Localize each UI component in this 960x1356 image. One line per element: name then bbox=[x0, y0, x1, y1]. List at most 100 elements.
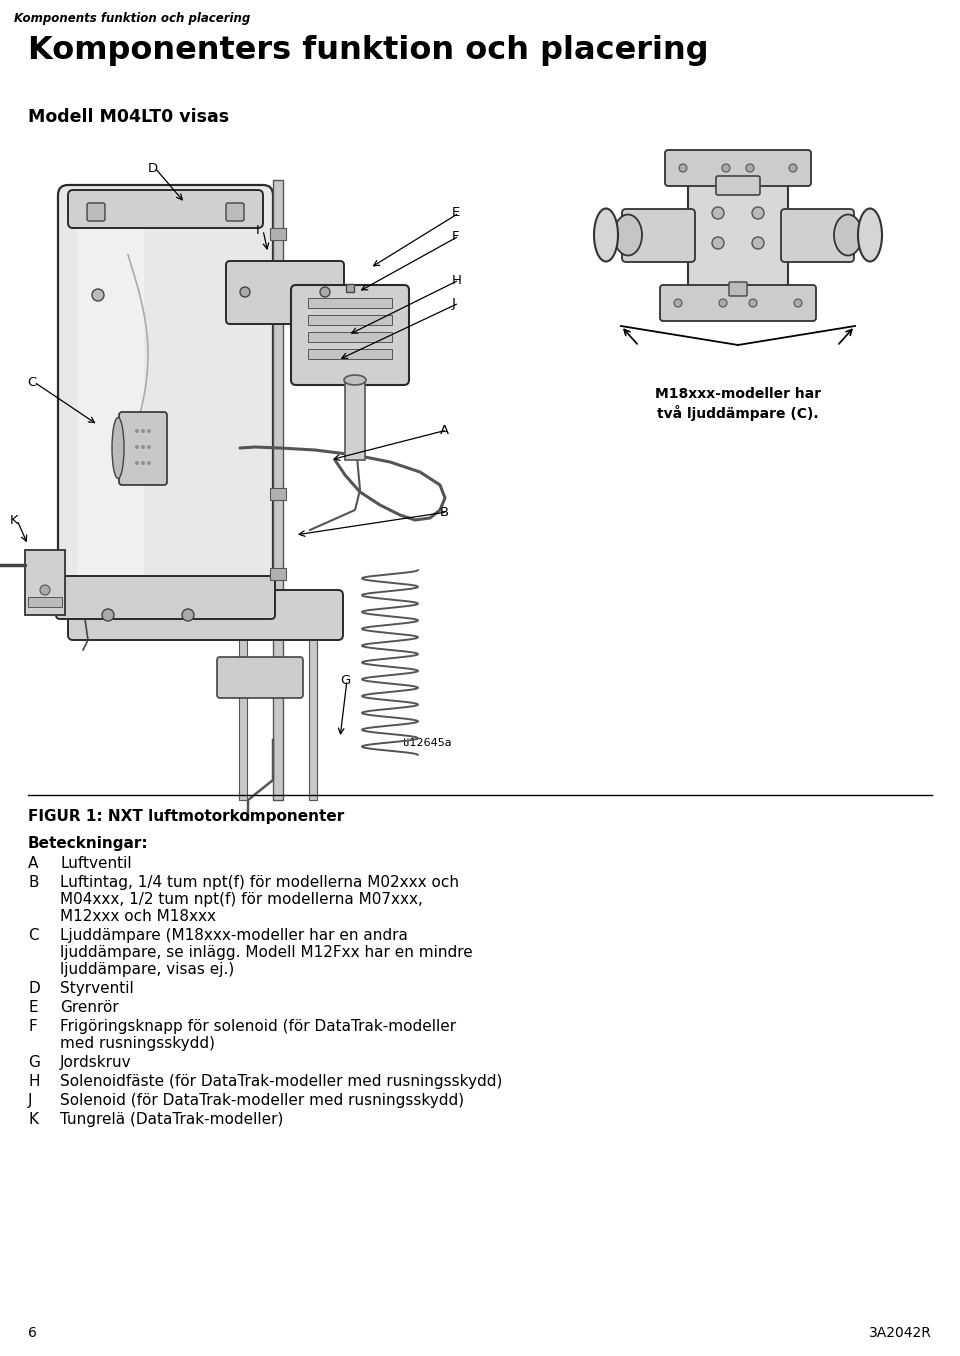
Text: ljuddämpare, se inlägg. Modell M12Fxx har en mindre: ljuddämpare, se inlägg. Modell M12Fxx ha… bbox=[60, 945, 472, 960]
Circle shape bbox=[789, 164, 797, 172]
Circle shape bbox=[102, 609, 114, 621]
Text: ti12645a: ti12645a bbox=[402, 738, 452, 749]
Text: F: F bbox=[28, 1018, 36, 1035]
Bar bbox=[308, 315, 392, 325]
Circle shape bbox=[712, 237, 724, 250]
Circle shape bbox=[794, 300, 802, 306]
Circle shape bbox=[719, 300, 727, 306]
Bar bbox=[270, 488, 286, 500]
Text: Jordskruv: Jordskruv bbox=[60, 1055, 132, 1070]
Bar bbox=[239, 631, 247, 800]
FancyBboxPatch shape bbox=[68, 590, 343, 640]
Text: ljuddämpare, visas ej.): ljuddämpare, visas ej.) bbox=[60, 961, 234, 978]
Text: Styrventil: Styrventil bbox=[60, 980, 133, 997]
Text: med rusningsskydd): med rusningsskydd) bbox=[60, 1036, 215, 1051]
Bar bbox=[28, 597, 62, 607]
Text: C: C bbox=[28, 928, 38, 942]
Text: M12xxx och M18xxx: M12xxx och M18xxx bbox=[60, 909, 216, 923]
Text: G: G bbox=[340, 674, 350, 686]
Circle shape bbox=[135, 428, 139, 433]
Text: K: K bbox=[10, 514, 18, 526]
Circle shape bbox=[752, 207, 764, 220]
Bar bbox=[588, 145, 888, 365]
FancyBboxPatch shape bbox=[217, 658, 303, 698]
Text: E: E bbox=[452, 206, 460, 220]
Circle shape bbox=[135, 445, 139, 449]
Circle shape bbox=[141, 445, 145, 449]
Text: Luftventil: Luftventil bbox=[60, 856, 132, 871]
Text: G: G bbox=[28, 1055, 40, 1070]
FancyBboxPatch shape bbox=[291, 285, 409, 385]
Text: Frigöringsknapp för solenoid (för DataTrak-modeller: Frigöringsknapp för solenoid (för DataTr… bbox=[60, 1018, 456, 1035]
Text: H: H bbox=[28, 1074, 39, 1089]
Circle shape bbox=[182, 609, 194, 621]
Text: J: J bbox=[28, 1093, 33, 1108]
Text: Solenoid (för DataTrak-modeller med rusningsskydd): Solenoid (för DataTrak-modeller med rusn… bbox=[60, 1093, 464, 1108]
Text: B: B bbox=[440, 506, 449, 518]
FancyBboxPatch shape bbox=[58, 184, 273, 605]
Text: F: F bbox=[452, 229, 460, 243]
Bar bbox=[309, 631, 317, 800]
Bar bbox=[345, 380, 365, 460]
Circle shape bbox=[147, 445, 151, 449]
FancyBboxPatch shape bbox=[226, 203, 244, 221]
FancyBboxPatch shape bbox=[226, 260, 344, 324]
Circle shape bbox=[679, 164, 687, 172]
Circle shape bbox=[749, 300, 757, 306]
Text: Ljuddämpare (M18xxx-modeller har en andra: Ljuddämpare (M18xxx-modeller har en andr… bbox=[60, 928, 408, 942]
Circle shape bbox=[746, 164, 754, 172]
Text: Komponenters funktion och placering: Komponenters funktion och placering bbox=[28, 35, 708, 66]
Bar bbox=[346, 283, 354, 292]
Circle shape bbox=[40, 584, 50, 595]
Text: Beteckningar:: Beteckningar: bbox=[28, 837, 149, 852]
Text: två ljuddämpare (C).: två ljuddämpare (C). bbox=[658, 405, 819, 420]
Text: Grenrör: Grenrör bbox=[60, 999, 119, 1016]
FancyBboxPatch shape bbox=[729, 282, 747, 296]
Text: B: B bbox=[28, 875, 38, 890]
Text: C: C bbox=[27, 376, 36, 389]
Text: A: A bbox=[28, 856, 38, 871]
Circle shape bbox=[147, 461, 151, 465]
Text: Tungrelä (DataTrak-modeller): Tungrelä (DataTrak-modeller) bbox=[60, 1112, 283, 1127]
Text: Solenoidfäste (för DataTrak-modeller med rusningsskydd): Solenoidfäste (för DataTrak-modeller med… bbox=[60, 1074, 502, 1089]
Circle shape bbox=[712, 207, 724, 220]
Circle shape bbox=[722, 164, 730, 172]
Text: D: D bbox=[148, 161, 158, 175]
Text: A: A bbox=[440, 423, 449, 437]
FancyBboxPatch shape bbox=[660, 285, 816, 321]
Bar bbox=[308, 348, 392, 359]
Circle shape bbox=[92, 289, 104, 301]
FancyBboxPatch shape bbox=[87, 203, 105, 221]
Text: Modell M04LT0 visas: Modell M04LT0 visas bbox=[28, 108, 229, 126]
FancyBboxPatch shape bbox=[781, 209, 854, 262]
Text: E: E bbox=[28, 999, 37, 1016]
Ellipse shape bbox=[594, 209, 618, 262]
Text: Luftintag, 1/4 tum npt(f) för modellerna M02xxx och: Luftintag, 1/4 tum npt(f) för modellerna… bbox=[60, 875, 459, 890]
Text: 6: 6 bbox=[28, 1326, 36, 1340]
Circle shape bbox=[147, 428, 151, 433]
Circle shape bbox=[752, 237, 764, 250]
Ellipse shape bbox=[614, 214, 642, 255]
Bar bbox=[273, 180, 283, 800]
Circle shape bbox=[674, 300, 682, 306]
Text: J: J bbox=[452, 297, 456, 309]
Bar bbox=[270, 568, 286, 580]
Circle shape bbox=[240, 287, 250, 297]
Bar bbox=[308, 298, 392, 308]
Text: I: I bbox=[256, 224, 260, 236]
FancyBboxPatch shape bbox=[56, 576, 275, 618]
Ellipse shape bbox=[344, 376, 366, 385]
Ellipse shape bbox=[858, 209, 882, 262]
FancyBboxPatch shape bbox=[688, 183, 788, 287]
FancyBboxPatch shape bbox=[622, 209, 695, 262]
Text: Komponents funktion och placering: Komponents funktion och placering bbox=[14, 12, 251, 24]
FancyBboxPatch shape bbox=[77, 209, 144, 580]
Circle shape bbox=[141, 428, 145, 433]
FancyBboxPatch shape bbox=[716, 176, 760, 195]
Text: D: D bbox=[28, 980, 39, 997]
Bar bbox=[25, 551, 65, 616]
Ellipse shape bbox=[834, 214, 862, 255]
Text: M04xxx, 1/2 tum npt(f) för modellerna M07xxx,: M04xxx, 1/2 tum npt(f) för modellerna M0… bbox=[60, 892, 422, 907]
FancyBboxPatch shape bbox=[68, 190, 263, 228]
Ellipse shape bbox=[112, 418, 124, 479]
